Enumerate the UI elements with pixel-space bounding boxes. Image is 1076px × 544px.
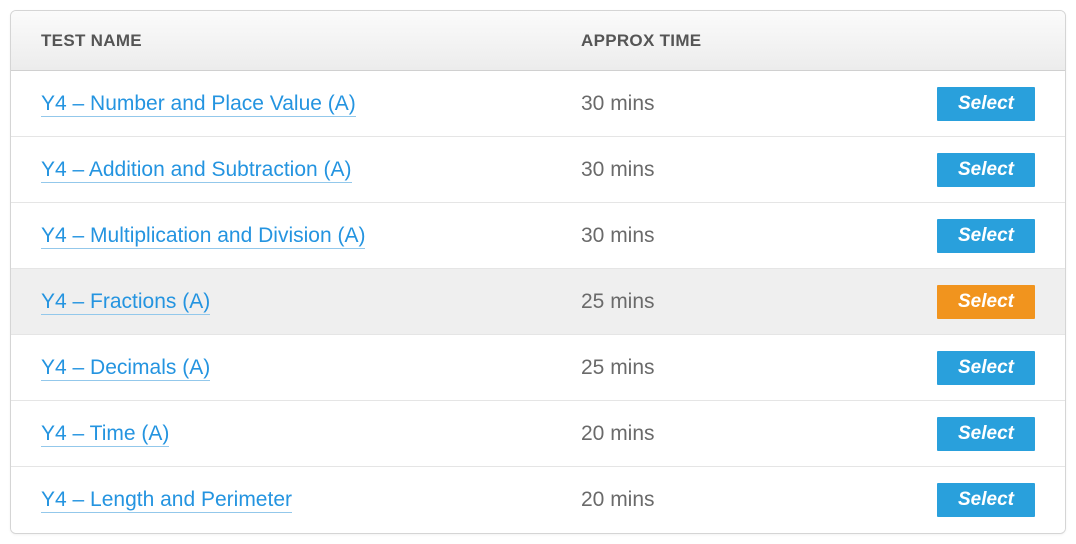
cell-approx-time: 30 mins — [581, 158, 861, 182]
table-row: Y4 – Number and Place Value (A) 30 mins Se… — [11, 71, 1065, 137]
test-link[interactable]: Y4 – Number and Place Value (A) — [41, 92, 356, 117]
cell-action: Select — [861, 87, 1035, 121]
table-row: Y4 – Multiplication and Division (A) 30 m… — [11, 203, 1065, 269]
table-row: Y4 – Fractions (A) 25 mins Select — [11, 269, 1065, 335]
cell-approx-time: 25 mins — [581, 290, 861, 314]
test-link[interactable]: Y4 – Multiplication and Division (A) — [41, 224, 365, 249]
cell-test-name: Y4 – Multiplication and Division (A) — [41, 224, 581, 248]
test-link[interactable]: Y4 – Decimals (A) — [41, 356, 210, 381]
select-button[interactable]: Select — [937, 153, 1035, 187]
cell-approx-time: 20 mins — [581, 488, 861, 512]
table-row: Y4 – Decimals (A) 25 mins Select — [11, 335, 1065, 401]
cell-action: Select — [861, 219, 1035, 253]
table-row: Y4 – Length and Perimeter 20 mins Select — [11, 467, 1065, 533]
test-link[interactable]: Y4 – Fractions (A) — [41, 290, 210, 315]
select-button[interactable]: Select — [937, 285, 1035, 319]
table-row: Y4 – Time (A) 20 mins Select — [11, 401, 1065, 467]
test-link[interactable]: Y4 – Time (A) — [41, 422, 169, 447]
cell-test-name: Y4 – Fractions (A) — [41, 290, 581, 314]
select-button[interactable]: Select — [937, 351, 1035, 385]
cell-action: Select — [861, 417, 1035, 451]
cell-approx-time: 20 mins — [581, 422, 861, 446]
cell-action: Select — [861, 351, 1035, 385]
cell-test-name: Y4 – Length and Perimeter — [41, 488, 581, 512]
tests-table: TEST NAME APPROX TIME Y4 – Number and Pl… — [10, 10, 1066, 534]
cell-approx-time: 30 mins — [581, 92, 861, 116]
column-header-name: TEST NAME — [41, 31, 581, 51]
cell-action: Select — [861, 153, 1035, 187]
cell-test-name: Y4 – Number and Place Value (A) — [41, 92, 581, 116]
select-button[interactable]: Select — [937, 87, 1035, 121]
test-link[interactable]: Y4 – Addition and Subtraction (A) — [41, 158, 352, 183]
table-header-row: TEST NAME APPROX TIME — [11, 11, 1065, 71]
cell-action: Select — [861, 285, 1035, 319]
cell-test-name: Y4 – Addition and Subtraction (A) — [41, 158, 581, 182]
cell-test-name: Y4 – Time (A) — [41, 422, 581, 446]
table-row: Y4 – Addition and Subtraction (A) 30 mins… — [11, 137, 1065, 203]
cell-test-name: Y4 – Decimals (A) — [41, 356, 581, 380]
select-button[interactable]: Select — [937, 483, 1035, 517]
cell-action: Select — [861, 483, 1035, 517]
cell-approx-time: 25 mins — [581, 356, 861, 380]
select-button[interactable]: Select — [937, 219, 1035, 253]
cell-approx-time: 30 mins — [581, 224, 861, 248]
select-button[interactable]: Select — [937, 417, 1035, 451]
column-header-time: APPROX TIME — [581, 31, 861, 51]
test-link[interactable]: Y4 – Length and Perimeter — [41, 488, 292, 513]
